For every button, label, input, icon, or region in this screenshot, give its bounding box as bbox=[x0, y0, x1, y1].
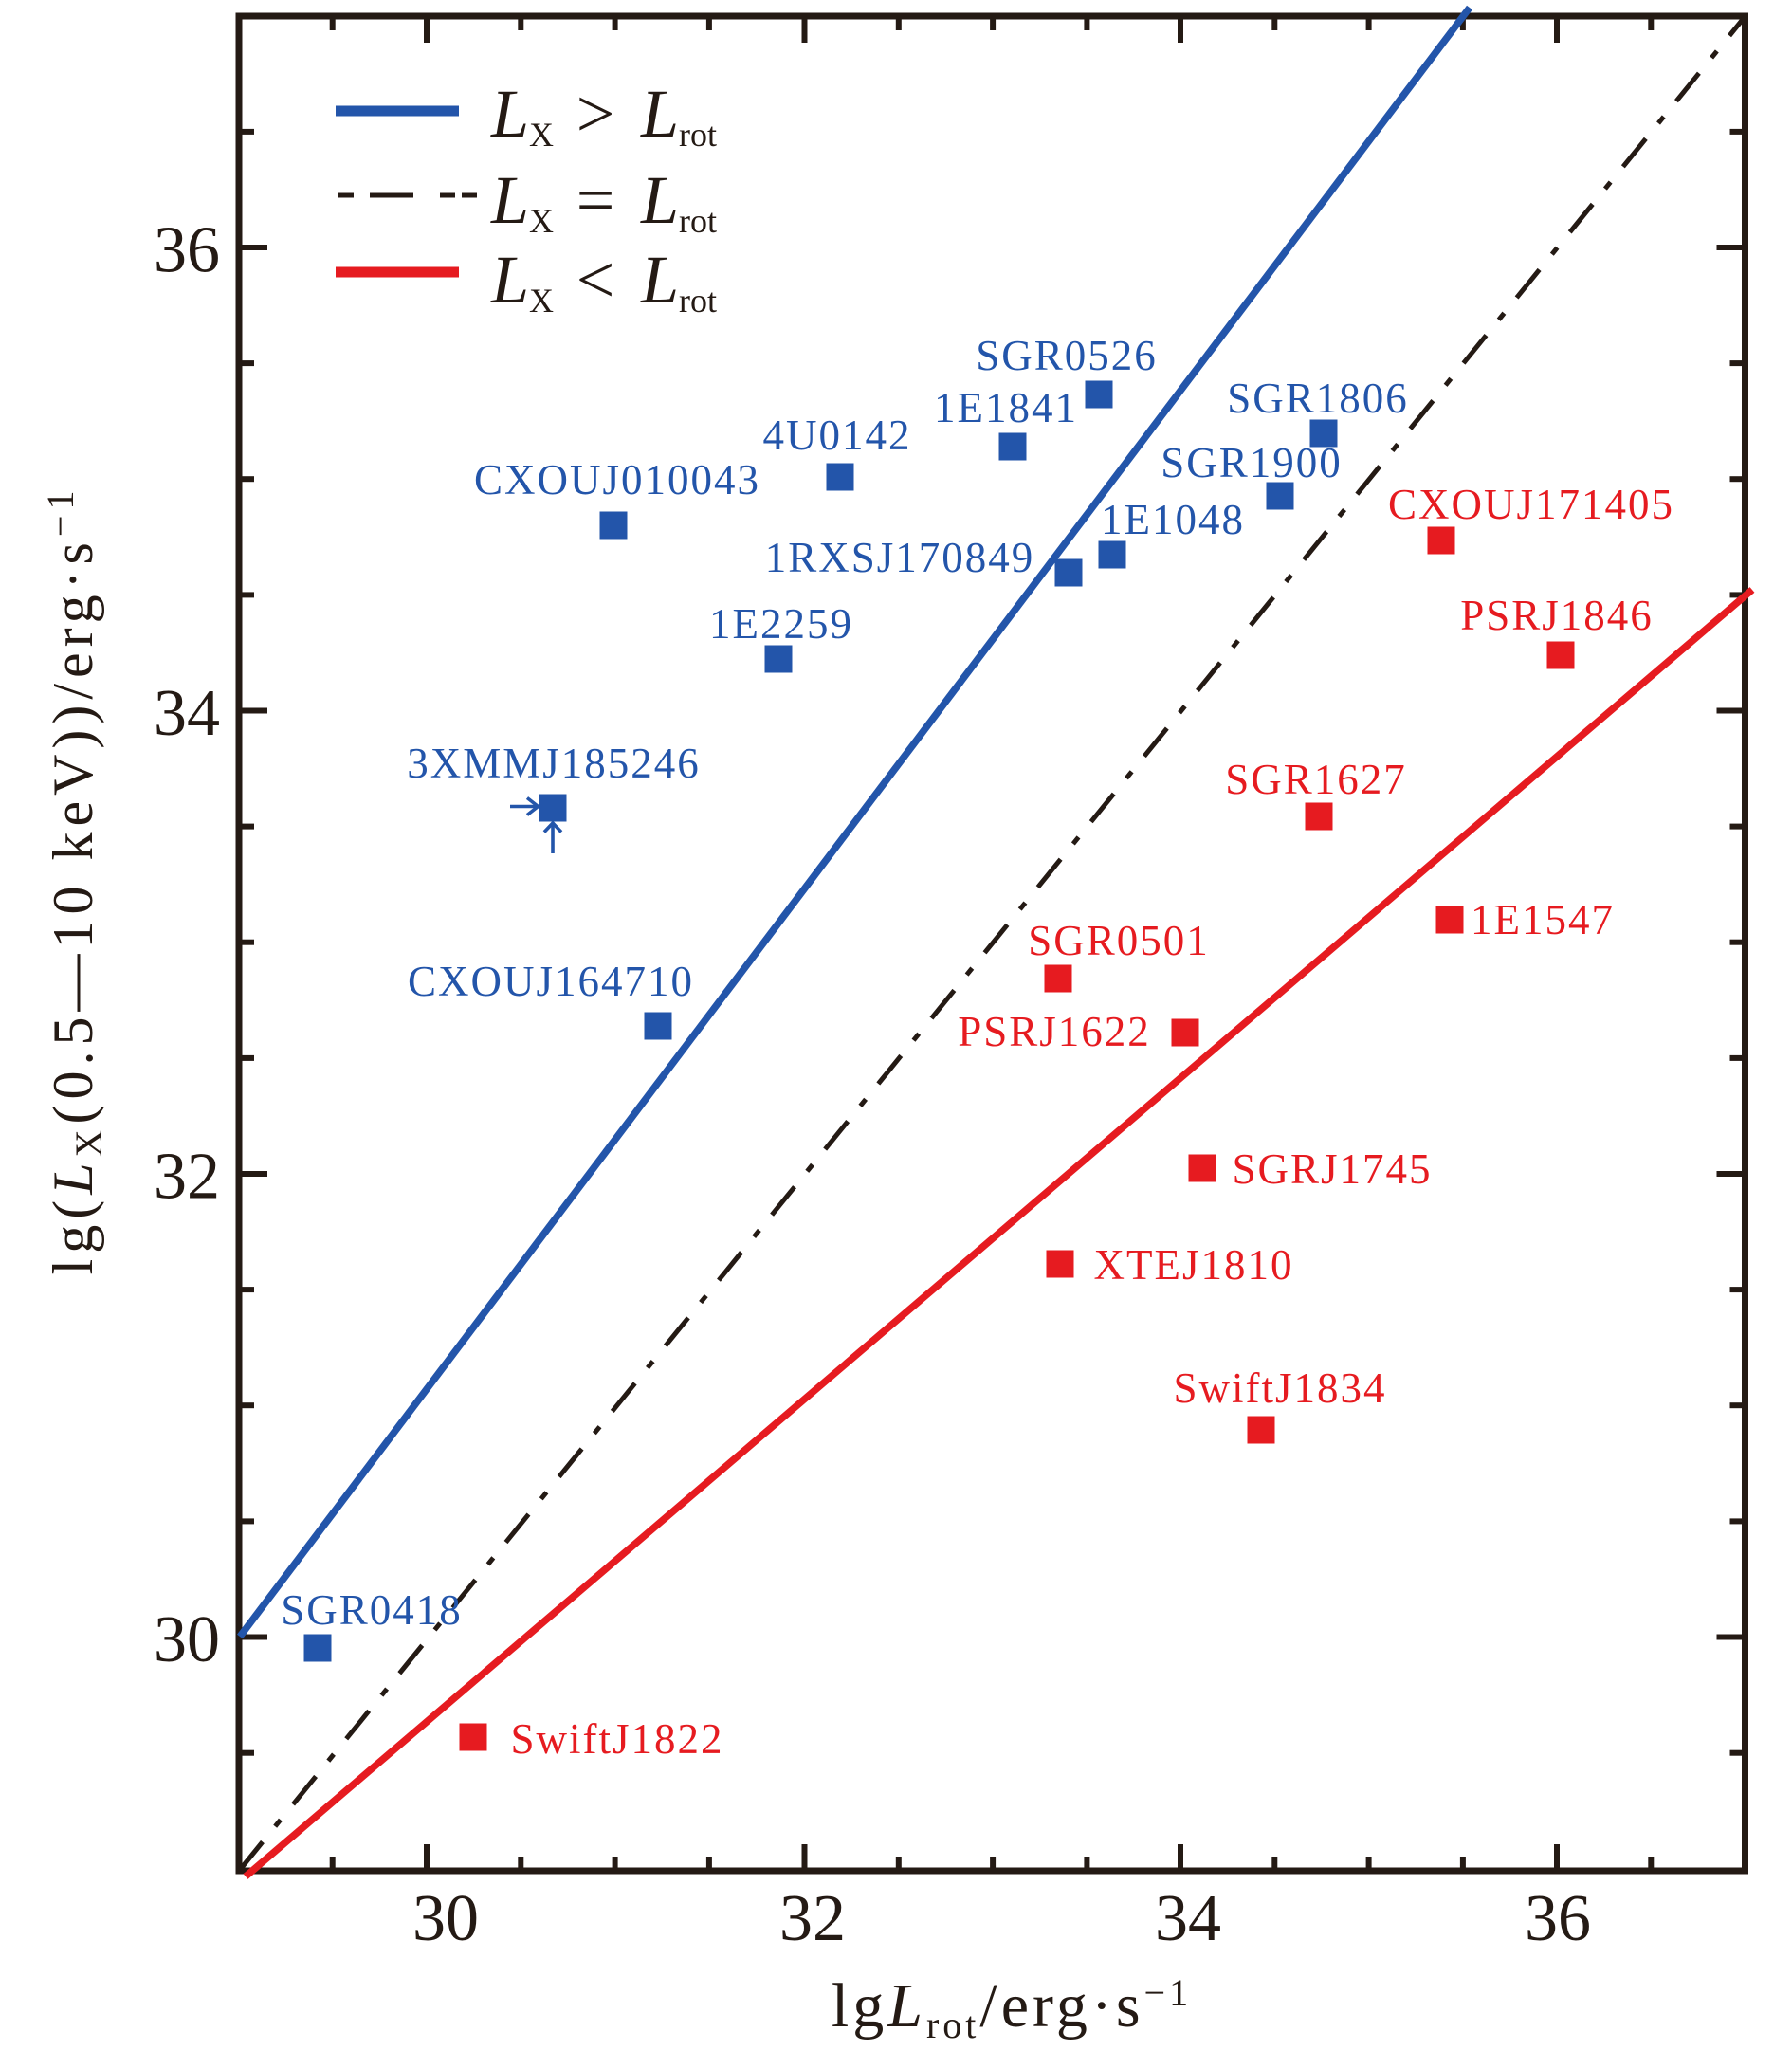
svg-text:PSRJ1622: PSRJ1622 bbox=[958, 1008, 1151, 1055]
svg-text:XTEJ1810: XTEJ1810 bbox=[1094, 1241, 1294, 1289]
svg-text:Lrot: Lrot bbox=[640, 242, 717, 320]
svg-text:SGR1900: SGR1900 bbox=[1161, 439, 1343, 486]
svg-text:SGR0526: SGR0526 bbox=[976, 332, 1158, 379]
svg-text:34: 34 bbox=[154, 677, 220, 750]
svg-text:>: > bbox=[576, 76, 615, 152]
svg-text:Lrot: Lrot bbox=[640, 76, 717, 154]
svg-text:CXOUJ010043: CXOUJ010043 bbox=[474, 456, 760, 503]
svg-text:1E1841: 1E1841 bbox=[934, 384, 1078, 431]
svg-text:LX: LX bbox=[490, 162, 554, 240]
svg-text:1E1048: 1E1048 bbox=[1101, 496, 1245, 543]
svg-text:CXOUJ171405: CXOUJ171405 bbox=[1388, 481, 1674, 528]
svg-text:LX: LX bbox=[490, 242, 554, 320]
svg-text:SwiftJ1822: SwiftJ1822 bbox=[510, 1715, 723, 1763]
svg-text:1E2259: 1E2259 bbox=[709, 600, 853, 648]
svg-text:3XMMJ185246: 3XMMJ185246 bbox=[407, 740, 701, 787]
svg-text:1E1547: 1E1547 bbox=[1471, 896, 1615, 943]
svg-text:lgLrot/erg·s−1: lgLrot/erg·s−1 bbox=[832, 1971, 1192, 2046]
svg-text:lg(LX(0.5—10 keV))/erg·s−1: lg(LX(0.5—10 keV))/erg·s−1 bbox=[39, 485, 110, 1275]
svg-text:32: 32 bbox=[779, 1882, 846, 1955]
svg-text:36: 36 bbox=[1525, 1882, 1591, 1955]
svg-text:30: 30 bbox=[154, 1603, 220, 1676]
svg-text:PSRJ1846: PSRJ1846 bbox=[1460, 592, 1654, 639]
svg-text:Lrot: Lrot bbox=[640, 162, 717, 240]
svg-text:SGR0501: SGR0501 bbox=[1028, 917, 1210, 964]
svg-text:SGR1627: SGR1627 bbox=[1225, 756, 1407, 803]
svg-text:LX: LX bbox=[490, 76, 554, 154]
svg-text:<: < bbox=[576, 242, 615, 318]
svg-text:CXOUJ164710: CXOUJ164710 bbox=[408, 958, 694, 1005]
svg-text:SGR0418: SGR0418 bbox=[281, 1586, 463, 1634]
svg-text:34: 34 bbox=[1155, 1882, 1221, 1955]
svg-text:SGRJ1745: SGRJ1745 bbox=[1232, 1145, 1432, 1193]
svg-text:36: 36 bbox=[154, 214, 220, 287]
svg-text:32: 32 bbox=[154, 1141, 220, 1214]
svg-text:4U0142: 4U0142 bbox=[763, 412, 912, 459]
svg-text:SwiftJ1834: SwiftJ1834 bbox=[1173, 1364, 1386, 1412]
svg-text:1RXSJ170849: 1RXSJ170849 bbox=[765, 534, 1035, 581]
svg-text:SGR1806: SGR1806 bbox=[1227, 375, 1409, 422]
svg-text:=: = bbox=[576, 162, 615, 238]
svg-text:30: 30 bbox=[412, 1882, 479, 1955]
